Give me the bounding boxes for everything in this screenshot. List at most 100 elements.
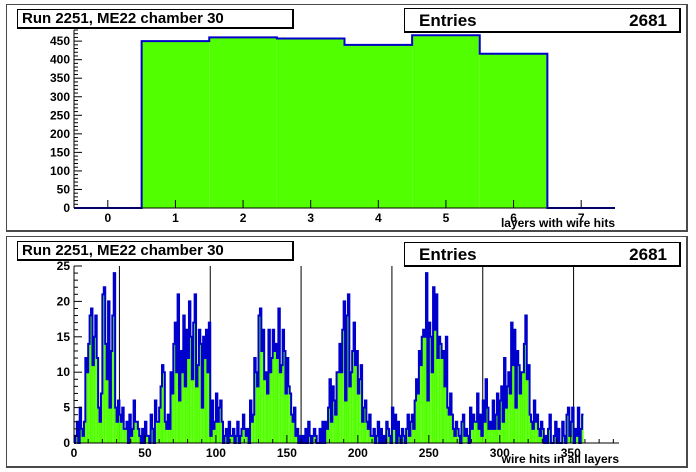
- histogram-bar: [105, 343, 107, 443]
- histogram-bar: [112, 315, 114, 443]
- histogram-bar: [333, 400, 336, 443]
- histogram-bar: [335, 414, 337, 443]
- histogram-bar: [440, 343, 442, 443]
- x-tick-label: 7: [578, 211, 585, 225]
- histogram-bar: [146, 435, 148, 443]
- entries-value: 2681: [629, 11, 667, 30]
- histogram-bar: [372, 435, 374, 443]
- histogram-bar: [491, 428, 493, 443]
- histogram-bar: [230, 435, 232, 443]
- histogram-bar: [261, 350, 263, 443]
- histogram-bar: [448, 414, 451, 443]
- x-tick-label: 100: [206, 446, 226, 460]
- histogram-bar: [190, 336, 192, 443]
- histogram-bar: [352, 350, 354, 443]
- histogram-bar: [188, 301, 191, 443]
- histogram-bar: [362, 421, 364, 443]
- histogram-bar: [95, 315, 97, 443]
- histogram-bar: [82, 435, 84, 443]
- histogram-bar: [423, 329, 425, 443]
- y-tick-label: 25: [57, 259, 71, 273]
- y-tick-label: 50: [57, 182, 71, 196]
- histogram-bar: [417, 393, 419, 443]
- histogram-bar: [286, 358, 289, 443]
- histogram-bar: [505, 407, 507, 443]
- histogram-bar: [269, 372, 272, 443]
- y-tick-label: 350: [50, 71, 70, 85]
- histogram-bar: [464, 435, 466, 443]
- histogram-bar: [213, 428, 215, 443]
- histogram-bar: [245, 435, 248, 443]
- histogram-bar: [159, 407, 161, 443]
- histogram-bar: [275, 343, 277, 443]
- histogram-bar: [475, 421, 478, 443]
- histogram-bar: [291, 414, 293, 443]
- histogram-bar: [295, 435, 297, 443]
- histogram-bar: [509, 393, 512, 443]
- histogram-bar: [523, 343, 526, 443]
- histogram-bar: [271, 358, 273, 443]
- x-tick-label: 6: [510, 211, 517, 225]
- x-axis-label: layers with wire hits: [501, 216, 615, 230]
- histogram-bar: [135, 421, 137, 443]
- histogram-bar: [92, 365, 94, 443]
- histogram-bar: [130, 435, 133, 443]
- histogram-bar: [157, 421, 160, 443]
- histogram-bar: [282, 329, 285, 443]
- histogram-bar: [125, 428, 127, 443]
- histogram-bar: [279, 372, 282, 443]
- histogram-bar: [218, 407, 221, 443]
- histogram-bar: [519, 393, 522, 443]
- histogram-bar: [164, 421, 167, 443]
- x-axis-label: wire hits in all layers: [501, 452, 620, 466]
- histogram-bar: [123, 428, 126, 443]
- histogram-bar: [576, 435, 578, 443]
- histogram-bar: [267, 393, 269, 443]
- histogram-bar: [169, 428, 171, 443]
- histogram-bar: [187, 358, 189, 443]
- histogram-bar: [506, 386, 509, 443]
- histogram-bar: [435, 294, 438, 443]
- histogram-bar: [210, 435, 212, 443]
- y-tick-label: 15: [57, 330, 71, 344]
- y-tick-label: 0: [63, 201, 70, 215]
- histogram-bar: [340, 372, 343, 443]
- y-tick-label: 20: [57, 294, 71, 308]
- histogram-bar: [214, 421, 216, 443]
- histogram-bar: [265, 372, 268, 443]
- x-tick-label: 3: [307, 211, 314, 225]
- x-tick-label: 50: [138, 446, 152, 460]
- histogram-bar: [532, 428, 534, 443]
- histogram-bar: [494, 428, 496, 443]
- histogram-bar: [359, 379, 361, 443]
- entries-label: Entries: [419, 245, 477, 264]
- histogram-bar: [181, 372, 184, 443]
- histogram-bar: [166, 428, 168, 443]
- histogram-bar: [198, 329, 201, 443]
- histogram-bar: [255, 372, 258, 443]
- histogram-bar: [184, 386, 187, 443]
- x-tick-label: 0: [104, 211, 111, 225]
- histogram-bar: [88, 343, 90, 443]
- histogram-bar: [103, 287, 106, 443]
- histogram-bar: [508, 372, 510, 443]
- histogram-bar: [281, 365, 283, 443]
- histogram-bar: [479, 53, 548, 208]
- stats-box: Entries 2681: [404, 242, 681, 267]
- histogram-bar: [518, 365, 520, 443]
- histogram-bar: [412, 35, 480, 208]
- histogram-bar: [408, 435, 411, 443]
- layers-histogram-panel: 0 50 100 150 200 250 300 350 400 450 0 1 2 3 4 5 6 7 layer…: [6, 4, 688, 232]
- histogram-bar: [367, 428, 370, 443]
- histogram-bar: [119, 414, 121, 443]
- histogram-bar: [109, 407, 111, 443]
- histogram-bar: [370, 435, 373, 443]
- histogram-bar: [443, 350, 445, 443]
- y-tick-label: 250: [50, 108, 70, 122]
- histogram-bar: [115, 407, 117, 443]
- histogram-bar: [278, 308, 280, 443]
- histogram-bar: [264, 379, 266, 443]
- histogram-bar: [91, 308, 93, 443]
- histogram-bar: [161, 365, 164, 443]
- histogram-bar: [366, 421, 368, 443]
